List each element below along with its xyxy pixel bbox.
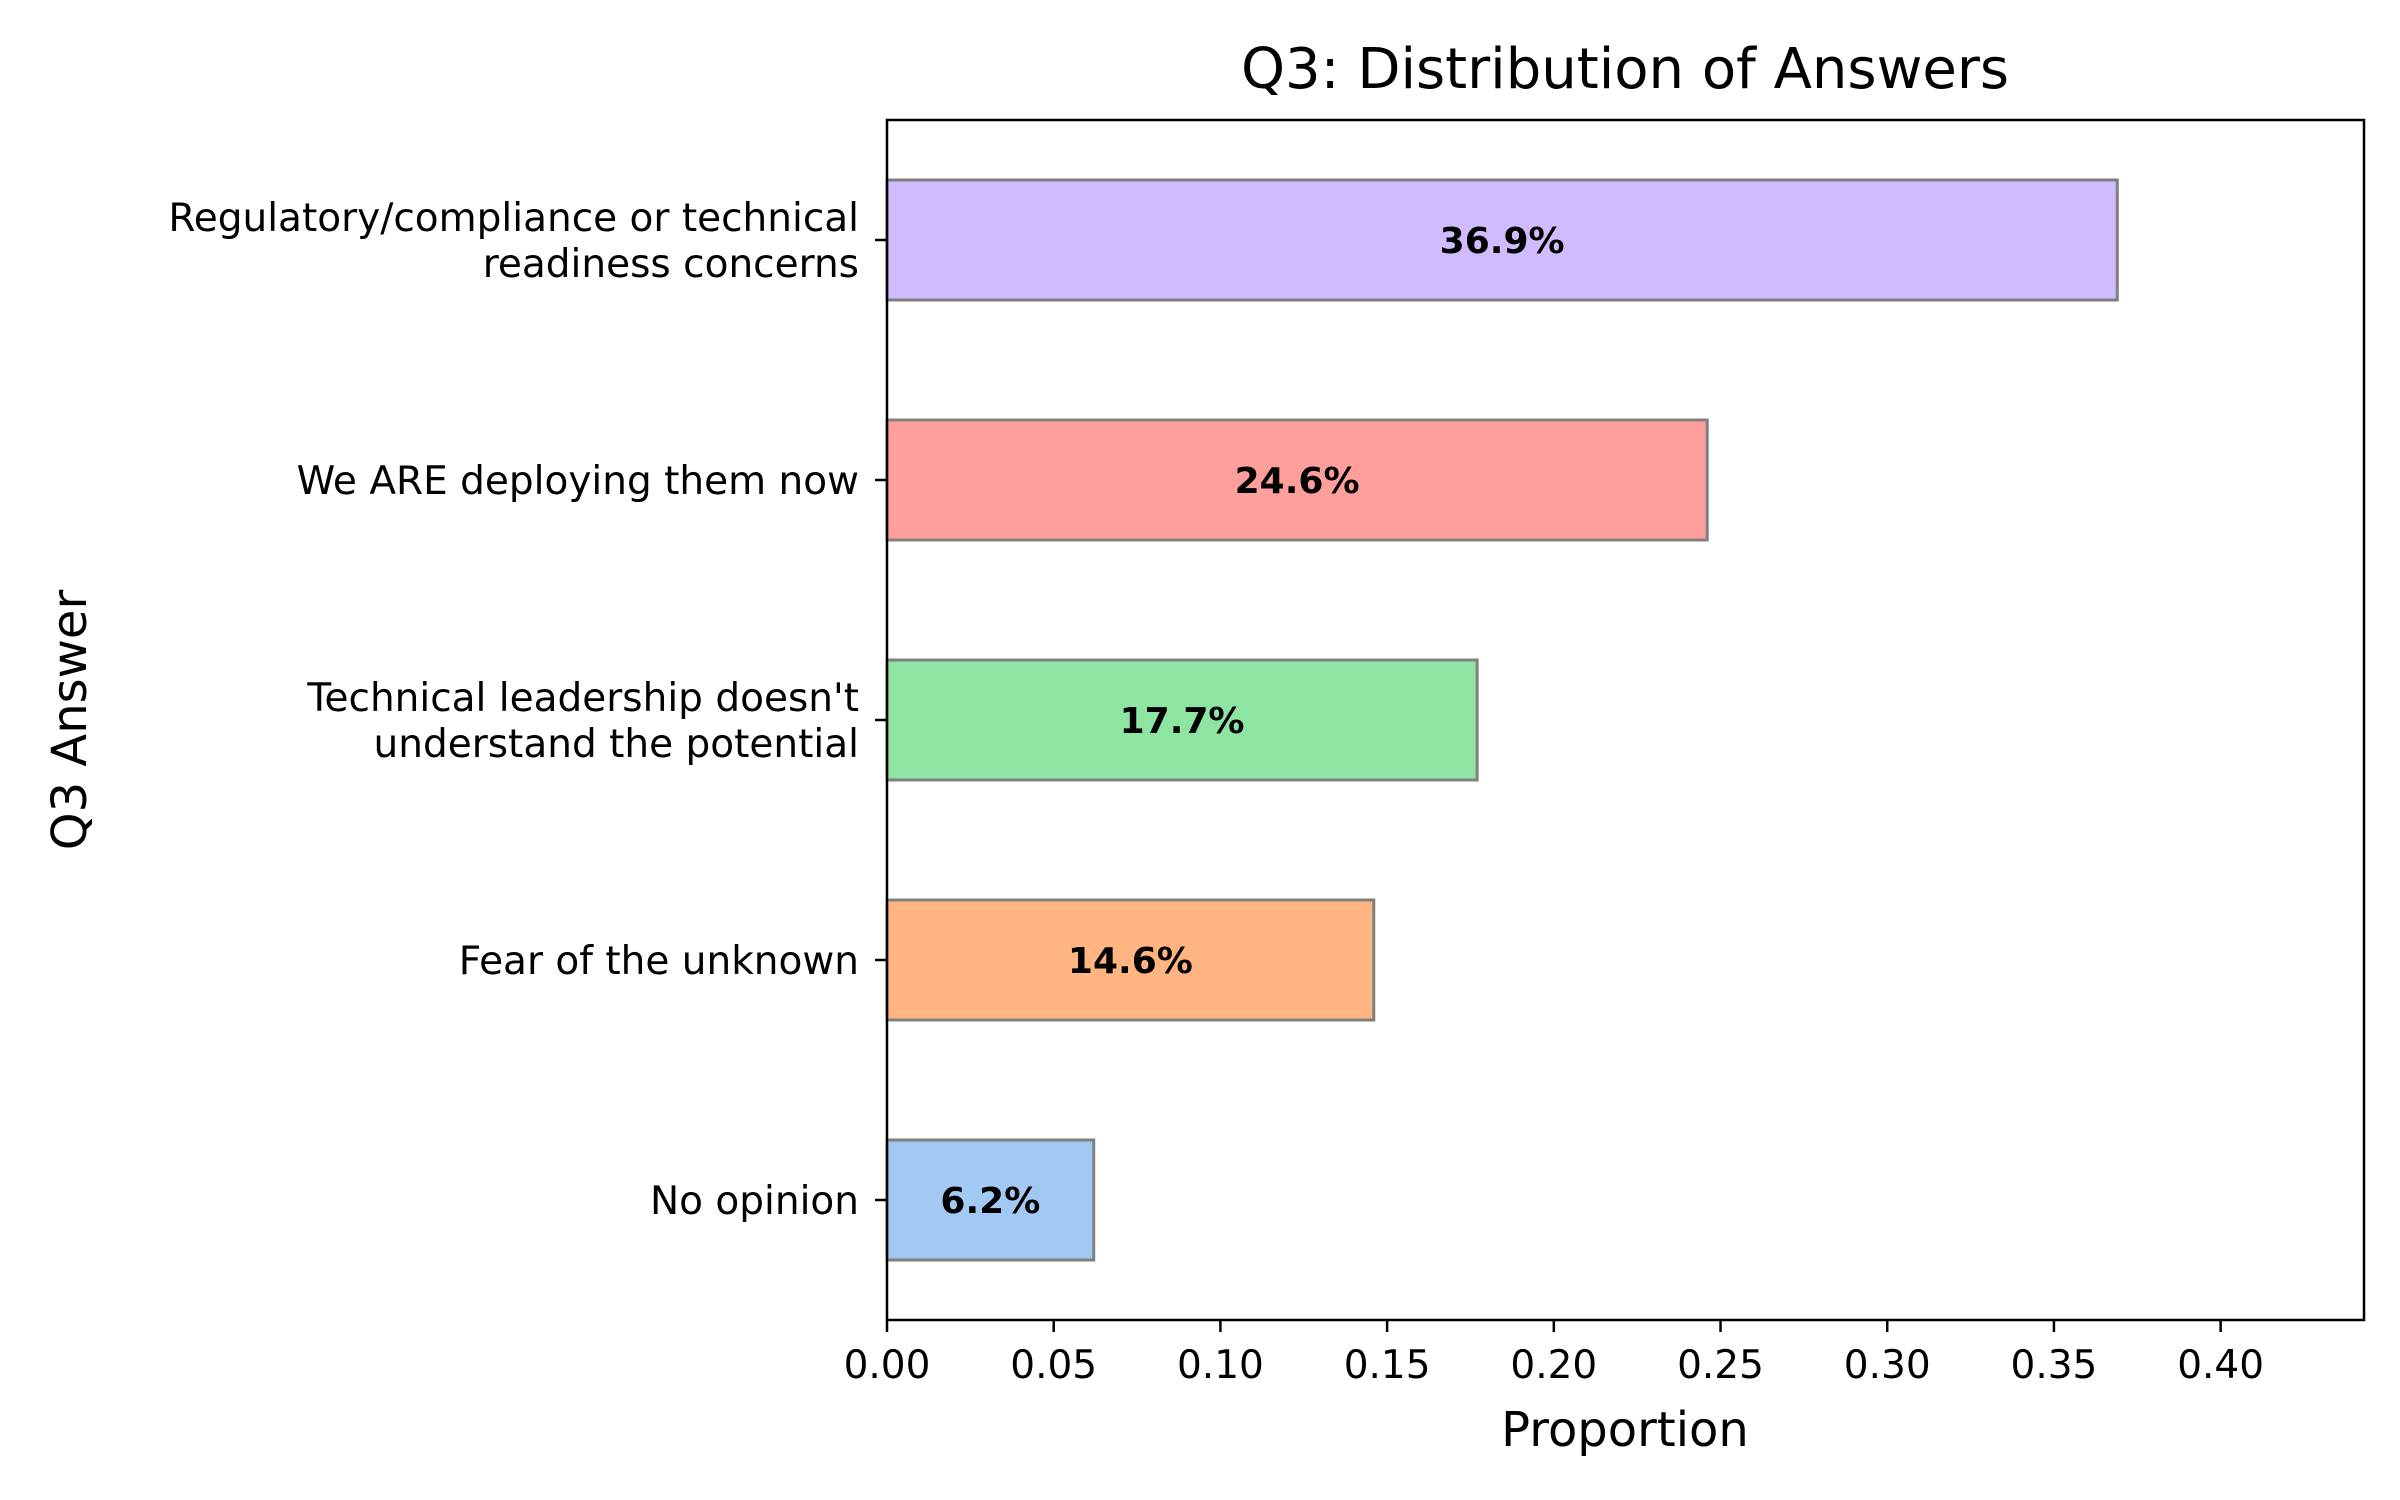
y-tick-label: No opinion bbox=[650, 1179, 859, 1224]
y-axis-label: Q3 Answer bbox=[42, 590, 98, 851]
y-tick-label: readiness concerns bbox=[483, 242, 859, 287]
bars-layer bbox=[885, 178, 2119, 1262]
x-tick-label: 0.15 bbox=[1344, 1343, 1431, 1388]
data-labels-layer: 36.9% 24.6% 17.7% 14.6% 6.2% bbox=[940, 221, 1564, 1222]
x-tick-label: 0.10 bbox=[1177, 1343, 1264, 1388]
x-tick-label: 0.00 bbox=[844, 1343, 931, 1388]
y-tick-label: Fear of the unknown bbox=[459, 939, 859, 984]
x-tick-label: 0.40 bbox=[2177, 1343, 2264, 1388]
y-tick-label: We ARE deploying them now bbox=[297, 459, 859, 504]
data-label: 17.7% bbox=[1120, 701, 1245, 742]
x-tick-label: 0.20 bbox=[1510, 1343, 1597, 1388]
bar bbox=[885, 418, 1709, 542]
y-tick-label: Regulatory/compliance or technical bbox=[168, 196, 859, 241]
bar bbox=[885, 1138, 1096, 1262]
plot-frame bbox=[885, 118, 2366, 1322]
x-axis-ticks: 0.00 0.05 0.10 0.15 0.20 0.25 0.30 0.35 0.40 bbox=[844, 1320, 2264, 1388]
bar bbox=[885, 178, 2119, 302]
y-tick-label: Technical leadership doesn't bbox=[306, 676, 859, 721]
chart-title: Q3: Distribution of Answers bbox=[1241, 37, 2009, 102]
data-label: 14.6% bbox=[1068, 941, 1193, 982]
bar bbox=[885, 898, 1376, 1022]
data-label: 6.2% bbox=[940, 1181, 1040, 1222]
x-tick-label: 0.35 bbox=[2011, 1343, 2098, 1388]
y-tick-label: understand the potential bbox=[374, 722, 859, 767]
data-label: 36.9% bbox=[1440, 221, 1565, 262]
y-axis-ticks: Regulatory/compliance or technicalreadin… bbox=[168, 196, 887, 1224]
x-axis-label: Proportion bbox=[1501, 1402, 1749, 1458]
x-tick-label: 0.30 bbox=[1844, 1343, 1931, 1388]
x-tick-label: 0.25 bbox=[1677, 1343, 1764, 1388]
data-label: 24.6% bbox=[1235, 461, 1360, 502]
bar bbox=[885, 658, 1479, 782]
x-tick-label: 0.05 bbox=[1010, 1343, 1097, 1388]
